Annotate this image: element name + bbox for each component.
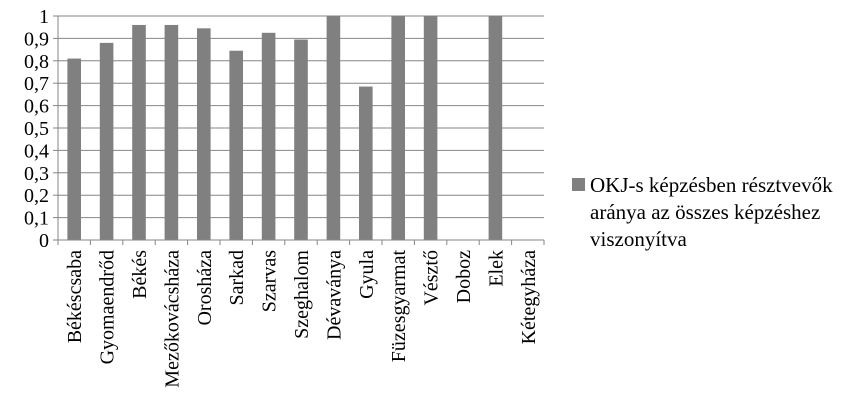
legend: OKJ-s képzésben résztvevők aránya az öss… [572,172,853,253]
x-tick-label: Békés [129,250,151,299]
axes [53,15,545,245]
y-tick-label: 0,4 [24,140,49,162]
x-tick-label: Orosháza [194,250,216,326]
bar [67,58,82,241]
x-tick-label: Dévaványa [323,250,345,340]
bar [326,16,341,240]
x-tick-label: Sarkad [226,250,248,306]
y-tick-label: 0,1 [24,208,49,230]
x-tick-label: Mezőkovácsháza [161,250,183,388]
y-tick-label: 1 [39,6,49,28]
y-tick-label: 0,3 [24,163,49,185]
x-tick-label: Békéscsaba [64,250,86,343]
bar [488,16,503,240]
x-tick-label: Szarvas [259,250,281,312]
bar [391,16,406,240]
y-tick-label: 0,9 [24,28,49,50]
x-tick-label: Gyomaendrőd [97,250,119,364]
bar [423,16,438,240]
x-tick-label: Gyula [356,250,378,299]
bars [67,16,503,241]
x-tick-label: Szeghalom [291,250,313,339]
y-tick-label: 0,6 [24,96,49,118]
y-tick-label: 0,8 [24,51,49,73]
x-tick-label: Vésztő [421,250,443,306]
y-tick-label: 0,7 [24,73,49,95]
bar [164,24,179,241]
y-tick-label: 0,2 [24,185,49,207]
x-tick-label: Elek [485,250,507,287]
x-tick-label: Kétegyháza [518,250,540,345]
x-tick-labels: Békéscsaba Gyomaendrőd Békés Mezőkovácsháza… [64,250,540,388]
legend-swatch [572,178,585,191]
bar [294,39,308,240]
bar [99,42,114,240]
bar [132,24,146,241]
x-tick-label: Füzesgyarmat [388,250,410,363]
bar [261,32,276,240]
y-tick-label: 0,5 [24,118,49,140]
bar [229,50,244,240]
x-tick-label: Doboz [453,250,475,303]
legend-label: OKJ-s képzésben résztvevők aránya az öss… [590,173,833,251]
bar [196,28,211,240]
bar [358,86,373,240]
y-tick-labels: 00,10,20,30,40,50,60,70,80,91 [24,6,49,252]
y-tick-label: 0 [39,230,49,252]
